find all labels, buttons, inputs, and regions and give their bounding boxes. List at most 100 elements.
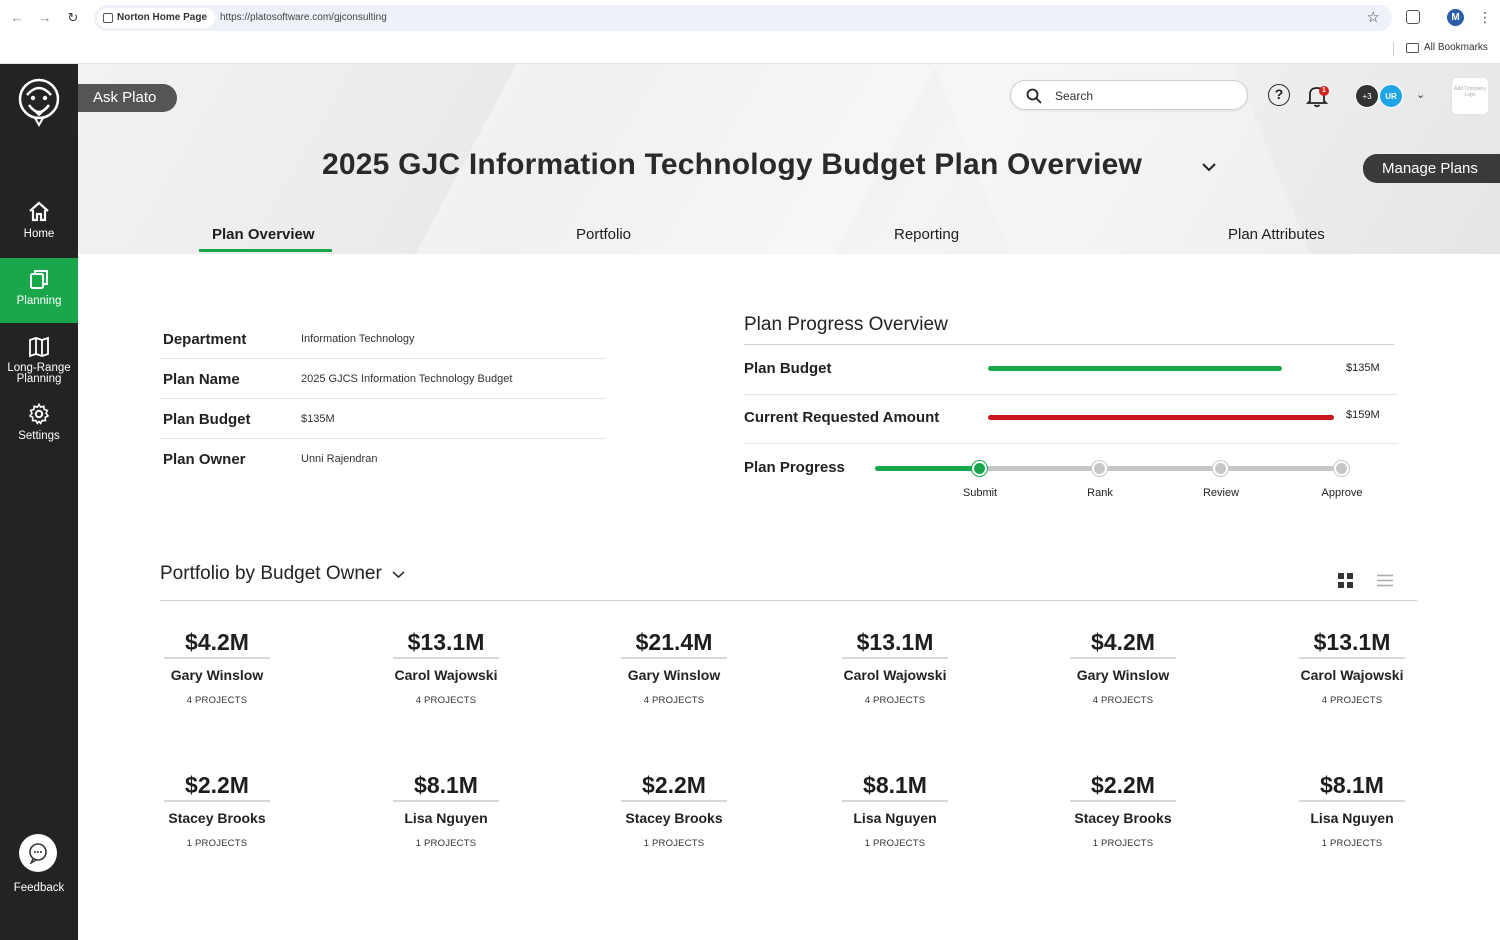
detail-value: Unni Rajendran [301, 453, 378, 465]
bookmarks-label: All Bookmarks [1424, 42, 1488, 53]
sidebar-item-planning[interactable]: Planning [0, 258, 78, 323]
manage-plans-button[interactable]: Manage Plans [1363, 154, 1500, 183]
card-project-count: 4 PROJECTS [1321, 695, 1383, 706]
tab-reporting[interactable]: Reporting [894, 226, 960, 243]
stepper-dot[interactable] [1092, 461, 1107, 476]
detail-row-department: Department Information Technology [160, 319, 606, 359]
detail-value: Information Technology [301, 333, 415, 345]
card-amount: $8.1M [1299, 768, 1405, 802]
folder-icon [1406, 42, 1419, 53]
card-owner: Stacey Brooks [168, 810, 266, 826]
plan-budget-amount: $135M [1346, 362, 1380, 374]
budget-owner-card[interactable]: $4.2M Gary Winslow 4 PROJECTS [162, 625, 272, 706]
budget-owner-card[interactable]: $21.4M Gary Winslow 4 PROJECTS [619, 625, 729, 706]
stepper-remaining-line [980, 466, 1342, 471]
budget-owner-card[interactable]: $4.2M Gary Winslow 4 PROJECTS [1068, 625, 1178, 706]
stepper-dot[interactable] [1213, 461, 1228, 476]
active-tab-indicator [199, 249, 332, 252]
feedback-label[interactable]: Feedback [13, 882, 65, 894]
divider [744, 394, 1398, 395]
all-bookmarks[interactable]: All Bookmarks [1406, 42, 1488, 53]
card-amount: $4.2M [164, 625, 270, 659]
bookmark-star-icon[interactable]: ☆ [1366, 9, 1380, 26]
chevron-down-icon[interactable] [392, 570, 405, 579]
card-project-count: 4 PROJECTS [1092, 695, 1154, 706]
sidebar-item-label: Long-Range Planning [7, 362, 71, 385]
planning-icon [30, 270, 48, 289]
sidebar-item-home[interactable]: Home [0, 200, 78, 240]
list-view-icon[interactable] [1377, 574, 1393, 587]
detail-label: Plan Name [163, 371, 240, 388]
search-input[interactable]: Search [1010, 80, 1248, 110]
tab-title: Norton Home Page [117, 12, 208, 23]
card-owner: Carol Wajowski [394, 667, 498, 683]
budget-owner-card[interactable]: $8.1M Lisa Nguyen 1 PROJECTS [1297, 768, 1407, 849]
budget-owner-card[interactable]: $2.2M Stacey Brooks 1 PROJECTS [162, 768, 272, 849]
divider [160, 600, 1417, 601]
browser-chrome: ← → ↻ Norton Home Page https://platosoft… [0, 0, 1500, 64]
chevron-down-icon[interactable] [1202, 162, 1216, 172]
detail-value: 2025 GJCS Information Technology Budget [301, 373, 513, 385]
plato-logo-icon[interactable] [17, 75, 61, 127]
card-amount: $13.1M [842, 625, 948, 659]
help-icon[interactable]: ? [1268, 84, 1290, 106]
page-title: 2025 GJC Information Technology Budget P… [322, 148, 1143, 181]
card-project-count: 1 PROJECTS [864, 838, 926, 849]
budget-owner-card[interactable]: $13.1M Carol Wajowski 4 PROJECTS [840, 625, 950, 706]
requested-amount-bar [988, 415, 1334, 420]
tab-plan-attributes[interactable]: Plan Attributes [1228, 226, 1325, 243]
extensions-icon[interactable] [1406, 10, 1420, 24]
avatar-more[interactable]: +3 [1355, 84, 1379, 108]
detail-row-plan-budget: Plan Budget $135M [160, 399, 606, 439]
card-project-count: 1 PROJECTS [1321, 838, 1383, 849]
budget-owner-card[interactable]: $8.1M Lisa Nguyen 1 PROJECTS [391, 768, 501, 849]
divider [744, 443, 1398, 444]
reload-icon[interactable]: ↻ [67, 10, 79, 25]
card-amount: $8.1M [842, 768, 948, 802]
budget-owner-card[interactable]: $8.1M Lisa Nguyen 1 PROJECTS [840, 768, 950, 849]
tab-plan-overview[interactable]: Plan Overview [212, 226, 315, 243]
grid-view-icon[interactable] [1338, 573, 1353, 588]
budget-owner-card[interactable]: $2.2M Stacey Brooks 1 PROJECTS [1068, 768, 1178, 849]
sidebar-item-long-range-planning[interactable]: Long-Range Planning [0, 335, 78, 385]
card-amount: $2.2M [1070, 768, 1176, 802]
browser-menu-icon[interactable]: ⋮ [1478, 9, 1492, 25]
detail-row-plan-owner: Plan Owner Unni Rajendran [160, 439, 606, 479]
card-amount: $2.2M [164, 768, 270, 802]
avatar[interactable]: UR [1379, 84, 1403, 108]
notification-badge: 1 [1319, 86, 1329, 96]
gear-icon [28, 402, 50, 425]
stepper-dot[interactable] [1334, 461, 1349, 476]
card-amount: $13.1M [1299, 625, 1405, 659]
profile-avatar[interactable]: M [1447, 9, 1464, 26]
chat-bubble-icon [29, 843, 47, 864]
card-project-count: 1 PROJECTS [186, 838, 248, 849]
address-bar[interactable]: Norton Home Page https://platosoftware.c… [94, 5, 1392, 31]
forward-arrow-icon[interactable]: → [38, 10, 52, 25]
ask-plato-button[interactable]: Ask Plato [78, 84, 177, 112]
stepper-dot[interactable] [972, 461, 987, 476]
budget-owner-card[interactable]: $13.1M Carol Wajowski 4 PROJECTS [1297, 625, 1407, 706]
stepper-label: Rank [1087, 487, 1113, 499]
chevron-down-icon[interactable]: ⌄ [1416, 89, 1426, 101]
home-icon [29, 201, 49, 222]
tab-chip[interactable]: Norton Home Page [97, 8, 216, 28]
tab-portfolio[interactable]: Portfolio [576, 226, 632, 243]
plan-header: Ask Plato Search ? 1 +3 UR ⌄ Add Company… [78, 64, 1500, 254]
detail-label: Department [163, 331, 247, 348]
sidebar-item-label: Settings [18, 430, 60, 442]
stepper-label: Review [1202, 487, 1240, 499]
card-project-count: 4 PROJECTS [415, 695, 477, 706]
sidebar: Home Planning Long-Range Planning Settin… [0, 64, 78, 940]
portfolio-title[interactable]: Portfolio by Budget Owner [160, 563, 405, 585]
plan-progress-label: Plan Progress [744, 459, 845, 476]
sidebar-item-label: Home [23, 228, 55, 240]
sidebar-item-settings[interactable]: Settings [0, 402, 78, 442]
card-project-count: 4 PROJECTS [864, 695, 926, 706]
feedback-button[interactable] [19, 834, 57, 872]
company-logo-placeholder[interactable]: Add Company Logo [1451, 77, 1489, 115]
back-arrow-icon[interactable]: ← [10, 10, 24, 25]
budget-owner-card[interactable]: $2.2M Stacey Brooks 1 PROJECTS [619, 768, 729, 849]
budget-owner-card[interactable]: $13.1M Carol Wajowski 4 PROJECTS [391, 625, 501, 706]
url-text[interactable]: https://platosoftware.com/gjconsulting [220, 12, 387, 23]
